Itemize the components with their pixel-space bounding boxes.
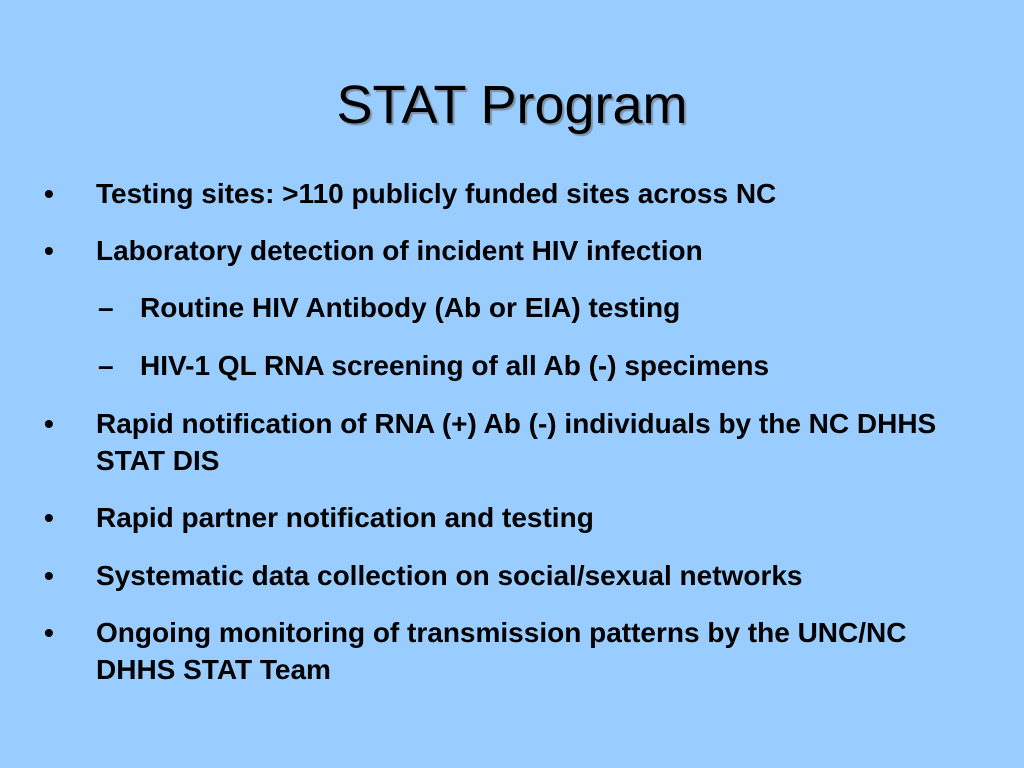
bullet-data-collection: Systematic data collection on social/sex… xyxy=(96,560,803,591)
bullet-monitoring: Ongoing monitoring of transmission patte… xyxy=(96,617,907,685)
bullet-testing-sites: Testing sites: >110 publicly funded site… xyxy=(96,178,777,209)
bullet-lab-detection: Laboratory detection of incident HIV inf… xyxy=(96,235,703,266)
bullet-rapid-notification: Rapid notification of RNA (+) Ab (-) ind… xyxy=(96,408,937,476)
bullet-icon: • xyxy=(44,560,54,591)
bullet-icon: • xyxy=(44,617,54,648)
dash-icon: – xyxy=(98,350,114,381)
bullet-icon: • xyxy=(44,178,54,209)
slide-title: STAT Program xyxy=(336,75,688,135)
bullet-icon: • xyxy=(44,408,54,439)
dash-icon: – xyxy=(98,292,114,323)
subbullet-rna-screening: HIV-1 QL RNA screening of all Ab (-) spe… xyxy=(140,350,770,381)
subbullet-antibody-testing: Routine HIV Antibody (Ab or EIA) testing xyxy=(140,292,681,323)
bullet-partner-notification: Rapid partner notification and testing xyxy=(96,502,594,533)
bullet-icon: • xyxy=(44,502,54,533)
bullet-icon: • xyxy=(44,235,54,266)
